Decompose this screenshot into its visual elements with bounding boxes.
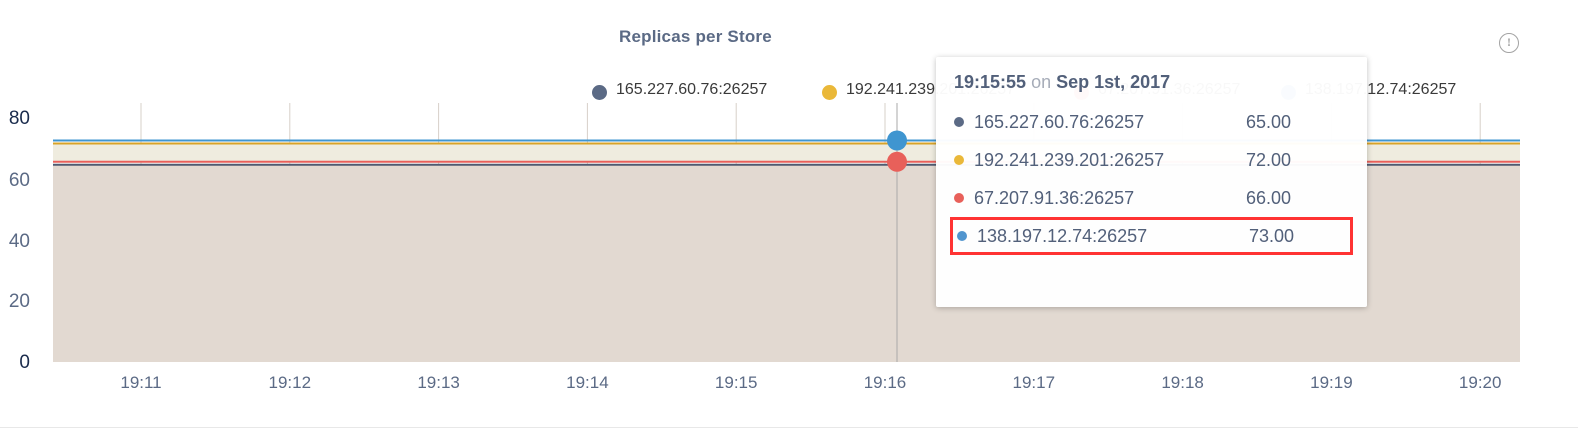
svg-text:19:20: 19:20 [1459,373,1502,392]
svg-text:0: 0 [19,352,30,373]
svg-text:19:14: 19:14 [566,373,609,392]
svg-text:19:17: 19:17 [1013,373,1056,392]
svg-text:40: 40 [9,231,30,252]
svg-text:80: 80 [9,108,30,129]
svg-text:19:18: 19:18 [1161,373,1204,392]
svg-text:19:13: 19:13 [417,373,460,392]
svg-text:19:16: 19:16 [864,373,907,392]
svg-text:19:12: 19:12 [269,373,312,392]
svg-text:19:11: 19:11 [120,373,161,392]
svg-text:20: 20 [9,291,30,312]
svg-text:60: 60 [9,170,30,191]
svg-text:19:15: 19:15 [715,373,758,392]
svg-text:19:19: 19:19 [1310,373,1353,392]
